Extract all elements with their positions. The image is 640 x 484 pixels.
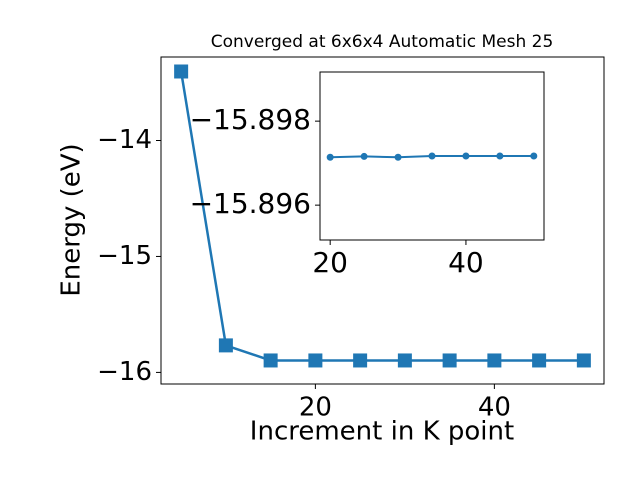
marker [576, 353, 591, 368]
y-axis-label: Energy (eV) [57, 143, 87, 296]
inset-marker [530, 152, 538, 160]
marker [218, 338, 233, 353]
inset-marker [462, 152, 470, 160]
inset-marker [326, 153, 334, 161]
inset-marker [394, 153, 402, 161]
y-tick-label: −16 [97, 357, 152, 387]
x-tick-label: 40 [478, 393, 511, 423]
marker [353, 353, 368, 368]
marker [442, 353, 457, 368]
x-tick-label: 20 [299, 393, 332, 423]
marker [174, 64, 189, 79]
marker [397, 353, 412, 368]
inset-y-tick-label: −15.896 [190, 187, 311, 220]
marker [263, 353, 278, 368]
y-tick-label: −14 [97, 125, 152, 155]
inset-y-tick-label: −15.898 [190, 103, 311, 136]
inset-marker [496, 152, 504, 160]
y-tick-label: −15 [97, 241, 152, 271]
inset-x-tick-label: 40 [448, 246, 484, 279]
marker [532, 353, 547, 368]
inset-marker [428, 152, 436, 160]
inset-marker [360, 152, 368, 160]
line [179, 71, 584, 362]
marker [308, 353, 323, 368]
chart-title: Converged at 6x6x4 Automatic Mesh 25 [211, 32, 554, 52]
x-axis-label: Increment in K point [250, 417, 514, 447]
inset-x-tick-label: 20 [312, 246, 348, 279]
marker [487, 353, 502, 368]
